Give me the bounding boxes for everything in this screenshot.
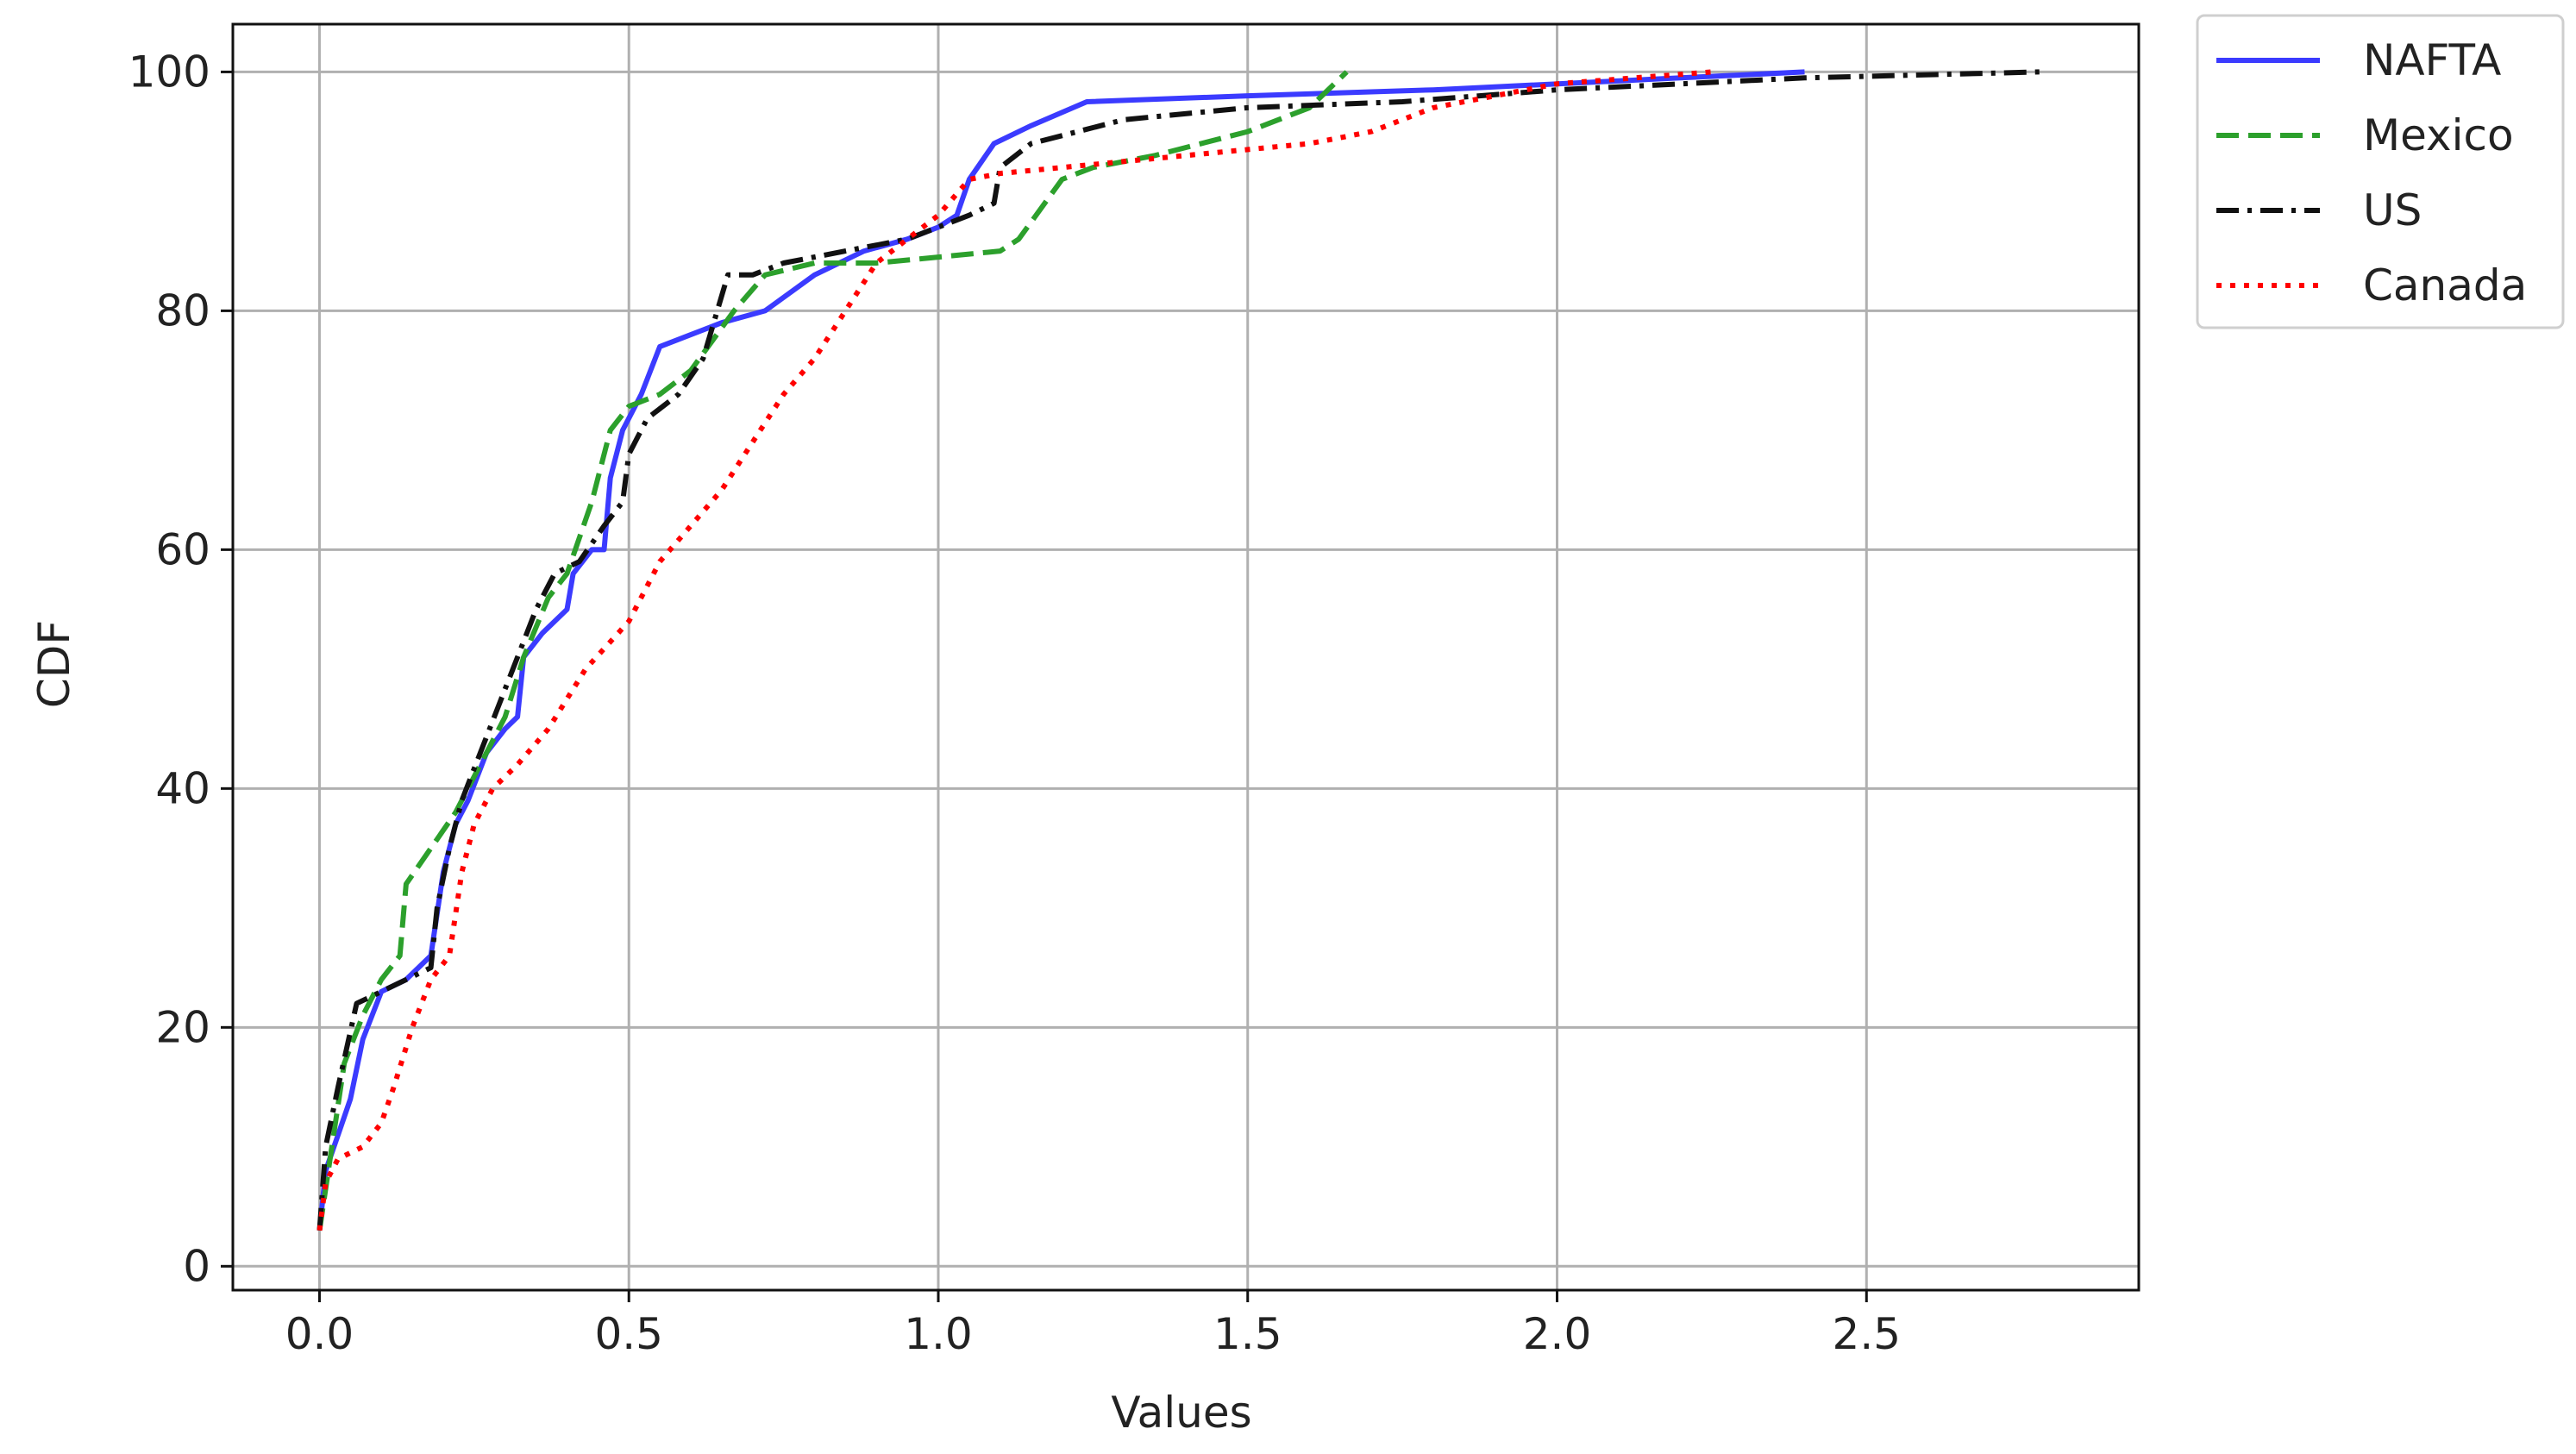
y-tick-label: 60 [155,524,210,574]
y-tick-label: 40 [155,763,210,813]
legend: NAFTA Mexico US Canada [2196,14,2565,329]
y-axis-label: CDF [29,620,79,708]
x-axis-label: Values [1111,1388,1251,1438]
y-tick-label: 20 [155,1002,210,1052]
grid-lines [233,24,2139,1290]
legend-box [2196,14,2565,329]
x-tick-label: 0.5 [594,1309,663,1359]
series-line-nafta [317,69,1805,1232]
series-line-us [317,69,2040,1232]
y-tick-label: 0 [183,1241,210,1291]
y-tick-label: 100 [128,47,210,97]
plot-frame [231,22,2140,1292]
x-tick-label: 2.0 [1523,1309,1592,1359]
legend-label-canada: Canada [2363,260,2527,310]
series-lines [317,69,2040,1232]
axis-ticks: 0.0 0.5 1.0 1.5 2.0 2.5 0 20 40 60 80 100 [128,47,1901,1359]
x-tick-label: 1.5 [1213,1309,1282,1359]
series-line-mexico [317,70,1349,1232]
legend-label-nafta: NAFTA [2363,35,2501,85]
x-tick-label: 2.5 [1833,1309,1902,1359]
legend-label-mexico: Mexico [2363,110,2514,160]
legend-label-us: US [2363,185,2422,235]
y-tick-label: 80 [155,285,210,335]
x-tick-label: 0.0 [285,1309,354,1359]
x-tick-label: 1.0 [904,1309,973,1359]
